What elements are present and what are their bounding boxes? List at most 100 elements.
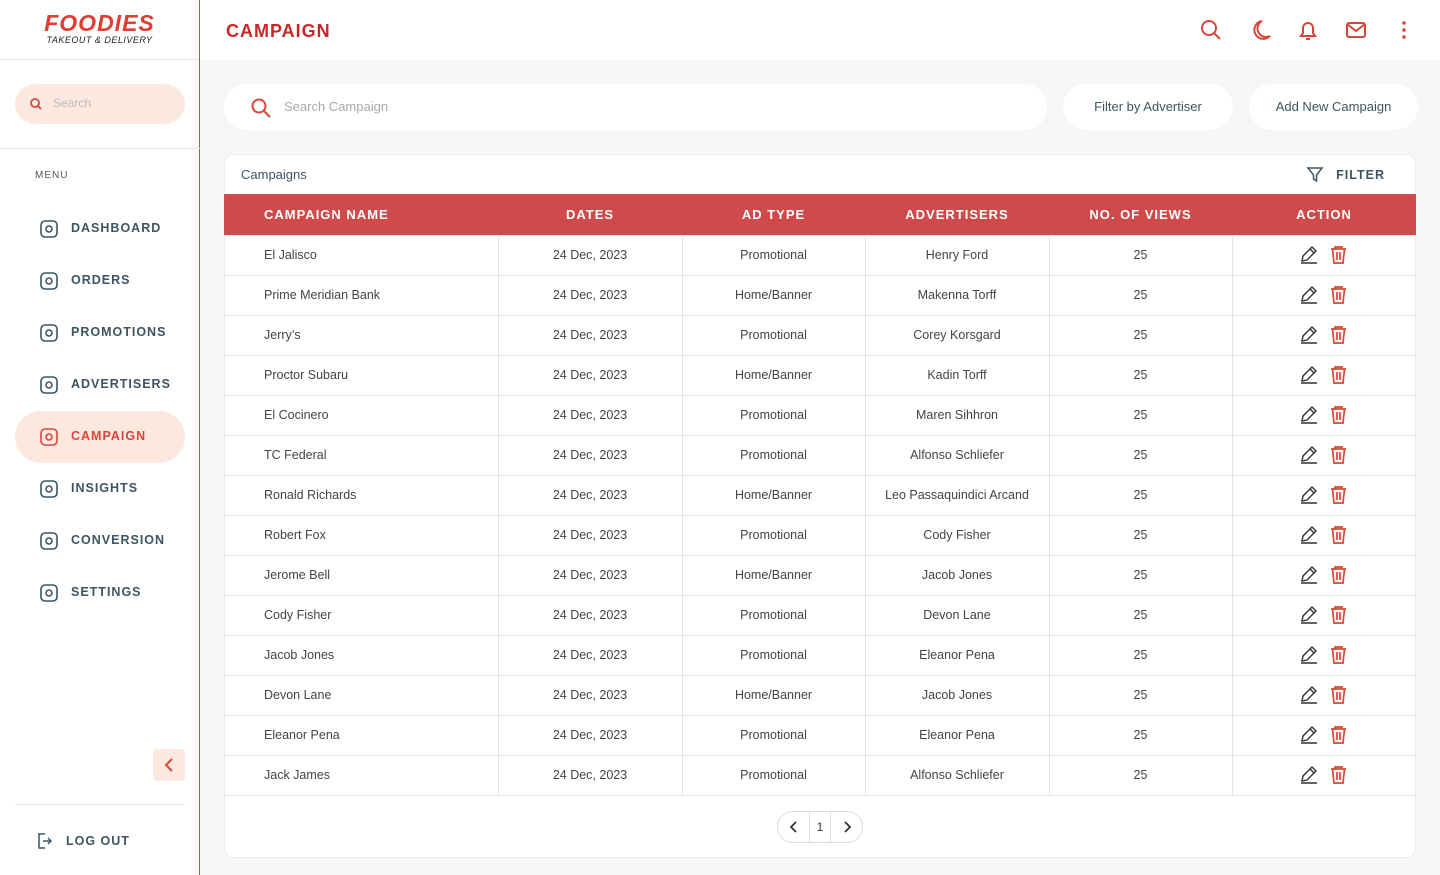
table-cell: Corey Korsgard xyxy=(864,314,1050,356)
table-cell: 24 Dec, 2023 xyxy=(497,434,683,476)
table-row: Ronald Richards 24 Dec, 2023 Home/Banner Le… xyxy=(224,474,1416,516)
row-actions[interactable] xyxy=(1299,444,1349,464)
filter-label: FILTER xyxy=(1336,168,1385,182)
collapse-button[interactable] xyxy=(153,749,185,781)
table-cell: El Cocinero xyxy=(224,394,499,436)
table-cell: Promotional xyxy=(681,714,866,756)
row-actions[interactable] xyxy=(1299,364,1349,384)
row-actions[interactable] xyxy=(1299,524,1349,544)
table-cell: 25 xyxy=(1048,554,1233,596)
table-cell: 25 xyxy=(1048,674,1233,716)
prev-page[interactable] xyxy=(778,812,809,842)
table-cell: 24 Dec, 2023 xyxy=(497,274,683,316)
table-row: Devon Lane 24 Dec, 2023 Home/Banner Jacob J… xyxy=(224,674,1416,716)
row-actions[interactable] xyxy=(1299,604,1349,624)
table-cell: Promotional xyxy=(681,594,866,636)
menu-item-label: PROMOTIONS xyxy=(71,325,167,339)
menu-item[interactable]: ORDERS xyxy=(15,255,185,307)
row-actions[interactable] xyxy=(1299,484,1349,504)
row-actions[interactable] xyxy=(1299,324,1349,344)
table-cell: 25 xyxy=(1048,274,1233,316)
table-row: Jerry’s 24 Dec, 2023 Promotional Corey Kors… xyxy=(224,314,1416,356)
sidebar-search[interactable]: Search xyxy=(15,84,185,124)
page-number[interactable]: 1 xyxy=(809,812,831,842)
action-cell xyxy=(1231,434,1416,476)
menu-item[interactable]: SETTINGS xyxy=(15,567,185,619)
menu-item-label: DASHBOARD xyxy=(71,221,162,235)
table-cell: Home/Banner xyxy=(681,274,866,316)
column-header: DATES xyxy=(498,194,682,235)
sidebar: FOODIES TAKEOUT & DELIVERY Search MENU D… xyxy=(0,0,200,875)
table-row: Robert Fox 24 Dec, 2023 Promotional Cody Fi… xyxy=(224,514,1416,556)
chevron-icon xyxy=(843,821,851,833)
chevron-icon xyxy=(789,821,797,833)
row-actions[interactable] xyxy=(1299,684,1349,704)
table-cell: 25 xyxy=(1048,714,1233,756)
divider xyxy=(15,804,185,805)
row-actions[interactable] xyxy=(1299,244,1349,264)
table-cell: Maren Sihhron xyxy=(864,394,1050,436)
menu-item[interactable]: ADVERTISERS xyxy=(15,359,185,411)
menu-item[interactable]: PROMOTIONS xyxy=(15,307,185,359)
table-cell: 24 Dec, 2023 xyxy=(497,554,683,596)
filter-icon xyxy=(1306,167,1324,183)
table-cell: Henry Ford xyxy=(864,234,1050,276)
table-cell: 25 xyxy=(1048,514,1233,556)
logout-icon xyxy=(38,833,52,849)
logout[interactable]: LOG OUT xyxy=(66,834,130,848)
row-actions[interactable] xyxy=(1299,764,1349,784)
filter-button[interactable]: FILTER xyxy=(1306,167,1385,183)
action-cell xyxy=(1231,314,1416,356)
table-cell: 25 xyxy=(1048,394,1233,436)
top-icons[interactable] xyxy=(1200,18,1415,44)
action-cell xyxy=(1231,674,1416,716)
next-page[interactable] xyxy=(831,812,862,842)
brand-name: FOODIES xyxy=(44,10,155,36)
menu-icon xyxy=(40,220,58,238)
row-actions[interactable] xyxy=(1299,284,1349,304)
table-cell: 25 xyxy=(1048,634,1233,676)
table-row: El Jalisco 24 Dec, 2023 Promotional Henry F… xyxy=(224,234,1416,276)
filter-advertiser-button[interactable]: Filter by Advertiser xyxy=(1063,84,1233,130)
table-cell: 24 Dec, 2023 xyxy=(497,394,683,436)
menu-icon xyxy=(40,324,58,342)
column-header: AD TYPE xyxy=(682,194,865,235)
table-cell: Kadin Torff xyxy=(864,354,1050,396)
table-cell: 25 xyxy=(1048,234,1233,276)
table-cell: Promotional xyxy=(681,514,866,556)
campaign-search[interactable]: Search Campaign xyxy=(224,84,1047,130)
row-actions[interactable] xyxy=(1299,564,1349,584)
table-cell: Ronald Richards xyxy=(224,474,499,516)
row-actions[interactable] xyxy=(1299,644,1349,664)
menu-item[interactable]: INSIGHTS xyxy=(15,463,185,515)
table-row: Eleanor Pena 24 Dec, 2023 Promotional Elean… xyxy=(224,714,1416,756)
menu-item[interactable]: CAMPAIGN xyxy=(15,411,185,463)
action-cell xyxy=(1231,754,1416,796)
table-cell: 25 xyxy=(1048,354,1233,396)
table-cell: Cody Fisher xyxy=(224,594,499,636)
table-cell: Promotional xyxy=(681,434,866,476)
menu-item[interactable]: CONVERSION xyxy=(15,515,185,567)
menu-icon xyxy=(40,428,58,446)
table-body: El Jalisco 24 Dec, 2023 Promotional Henry F… xyxy=(224,234,1416,796)
table-cell: 25 xyxy=(1048,474,1233,516)
column-header: NO. OF VIEWS xyxy=(1049,194,1232,235)
menu-item-label: ADVERTISERS xyxy=(71,377,171,391)
table-cell: Jacob Jones xyxy=(224,634,499,676)
table-cell: TC Federal xyxy=(224,434,499,476)
brand: FOODIES TAKEOUT & DELIVERY xyxy=(0,0,199,60)
table-cell: 25 xyxy=(1048,754,1233,796)
action-cell xyxy=(1231,634,1416,676)
table-cell: 24 Dec, 2023 xyxy=(497,354,683,396)
add-campaign-button[interactable]: Add New Campaign xyxy=(1249,84,1418,130)
action-cell xyxy=(1231,234,1416,276)
table-cell: 24 Dec, 2023 xyxy=(497,634,683,676)
table-cell: 25 xyxy=(1048,314,1233,356)
table-cell: 24 Dec, 2023 xyxy=(497,234,683,276)
row-actions[interactable] xyxy=(1299,404,1349,424)
row-actions[interactable] xyxy=(1299,724,1349,744)
table-cell: Jacob Jones xyxy=(864,674,1050,716)
column-header: ACTION xyxy=(1232,194,1416,235)
menu-item[interactable]: DASHBOARD xyxy=(15,203,185,255)
